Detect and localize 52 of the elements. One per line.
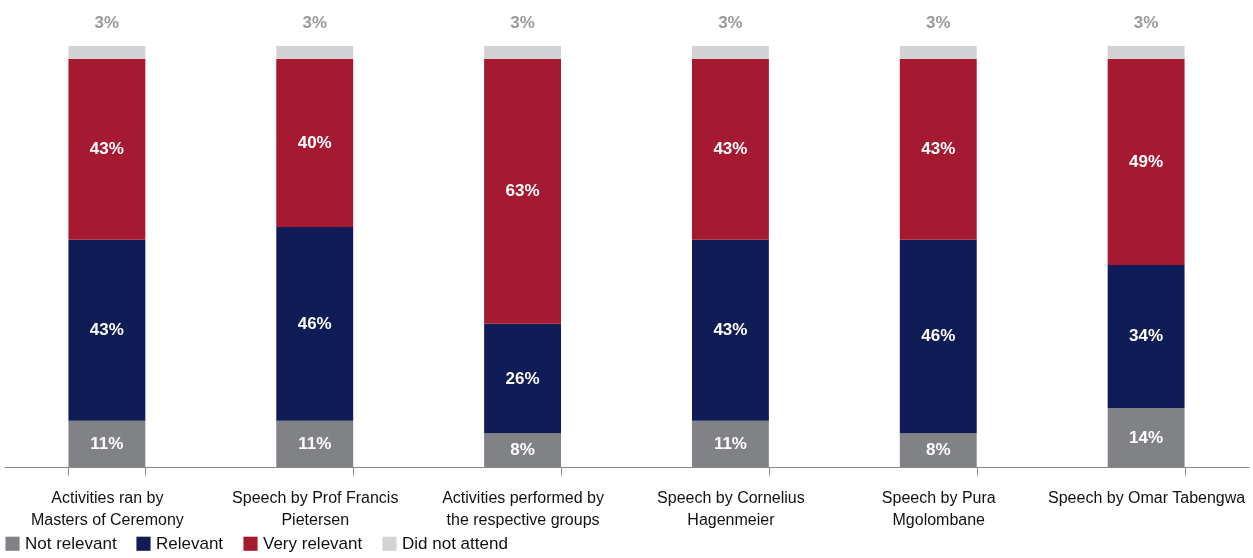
bar: [484, 58, 562, 324]
data-label: 34%: [1129, 326, 1164, 346]
data-label: 11%: [713, 433, 747, 453]
data-label: 3%: [94, 13, 120, 32]
data-label: 3%: [1133, 13, 1159, 32]
data-label: 49%: [1129, 151, 1164, 171]
data-label: 14%: [1129, 427, 1164, 447]
bar: [68, 58, 146, 240]
data-label: 46%: [297, 313, 332, 333]
data-label: 43%: [89, 139, 124, 159]
bar: [899, 239, 977, 434]
bar: [1107, 46, 1185, 59]
bar: [899, 46, 977, 59]
bar: [276, 46, 354, 59]
x-tick-label: Speech by Prof Francis Pietersen: [232, 488, 399, 528]
data-label: 43%: [713, 320, 748, 340]
bar: [691, 46, 769, 59]
bar: [691, 58, 769, 240]
bar: [899, 58, 977, 240]
data-label: 3%: [718, 13, 743, 32]
data-label: 8%: [925, 440, 951, 460]
data-label: 26%: [505, 368, 540, 388]
bar: [1107, 264, 1185, 409]
data-label: 43%: [89, 320, 124, 340]
bar: [484, 323, 562, 434]
legend-label: Relevant: [156, 533, 224, 553]
data-label: 43%: [713, 139, 748, 159]
data-label: 40%: [297, 132, 332, 152]
legend-label: Very relevant: [263, 533, 363, 553]
bar: [276, 227, 354, 421]
data-label: 11%: [298, 433, 332, 453]
x-tick-label: Speech by Pura Mgolombane: [881, 488, 996, 528]
bar: [68, 239, 146, 421]
x-tick-label: Speech by Cornelius Hagenmeier: [657, 488, 805, 528]
data-label: 46%: [921, 326, 956, 346]
legend-label: Did not attend: [402, 533, 508, 553]
bar: [1107, 58, 1185, 265]
x-tick-label: Speech by Omar Tabengwa: [1048, 488, 1246, 506]
data-label: 63%: [505, 181, 540, 201]
data-label: 11%: [90, 433, 124, 453]
bar: [68, 46, 146, 59]
bar: [276, 58, 354, 228]
data-label: 43%: [921, 139, 956, 159]
x-tick-label: Activities performed by the respective groups: [442, 488, 604, 528]
x-tick-label: Activities ran by Masters of Ceremony: [30, 488, 184, 528]
data-label: 8%: [510, 440, 535, 460]
bar: [691, 239, 769, 421]
bar: [484, 46, 562, 59]
data-label: 3%: [510, 13, 535, 32]
data-label: 3%: [925, 13, 951, 32]
data-label: 3%: [302, 13, 328, 32]
legend-label: Not relevant: [25, 533, 117, 553]
